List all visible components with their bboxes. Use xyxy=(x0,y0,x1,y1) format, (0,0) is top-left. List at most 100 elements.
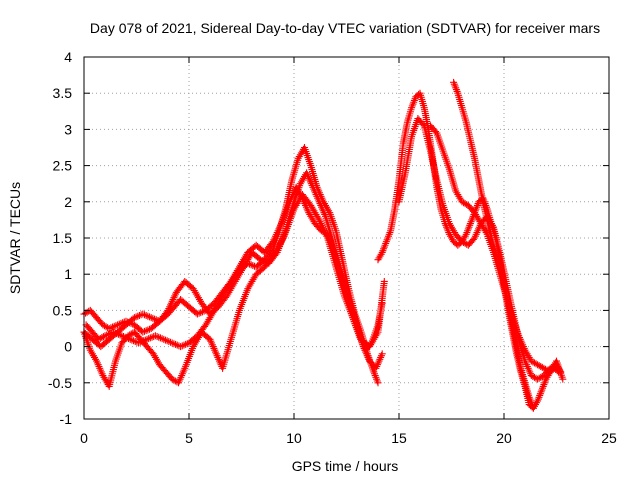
data-point-marker xyxy=(128,336,136,344)
data-point-marker xyxy=(104,330,112,338)
y-tick-label: 1 xyxy=(64,266,72,282)
data-point-marker xyxy=(156,334,164,342)
x-tick-label: 20 xyxy=(496,430,512,446)
data-point-marker xyxy=(140,327,148,335)
data-point-marker xyxy=(111,329,119,337)
data-point-marker xyxy=(193,310,201,318)
data-point-marker xyxy=(134,312,142,320)
data-point-marker xyxy=(99,333,107,341)
grid xyxy=(84,57,609,419)
data-point-marker xyxy=(178,342,186,350)
data-point-marker xyxy=(118,332,126,340)
x-tick-label: 0 xyxy=(80,430,88,446)
data-point-marker xyxy=(256,256,264,264)
data-point-marker xyxy=(146,334,154,342)
data-point-marker xyxy=(143,335,151,343)
y-tick-label: 0 xyxy=(64,339,72,355)
series-trace-d xyxy=(80,191,388,390)
data-point-marker xyxy=(144,326,152,334)
data-point-marker xyxy=(380,277,388,285)
y-tick-label: 1.5 xyxy=(53,230,73,246)
data-point-marker xyxy=(130,337,138,345)
data-point-marker xyxy=(170,340,178,348)
x-tick-label: 15 xyxy=(391,430,407,446)
data-point-marker xyxy=(247,261,255,269)
data-point-marker xyxy=(180,341,188,349)
data-point-marker xyxy=(177,343,185,351)
data-point-marker xyxy=(197,309,205,317)
data-point-marker xyxy=(114,321,122,329)
data-point-marker xyxy=(130,314,138,322)
data-point-marker xyxy=(114,330,122,338)
data-point-marker xyxy=(378,350,386,358)
data-point-marker xyxy=(537,373,545,381)
data-point-marker xyxy=(163,337,171,345)
data-point-marker xyxy=(149,314,157,322)
data-point-marker xyxy=(148,333,156,341)
data-point-marker xyxy=(529,404,537,412)
x-tick-label: 10 xyxy=(286,430,302,446)
data-point-marker xyxy=(530,373,538,381)
data-point-marker xyxy=(101,332,109,340)
data-point-marker xyxy=(151,332,159,340)
data-point-marker xyxy=(107,324,115,332)
data-point-marker xyxy=(559,375,567,383)
data-point-marker xyxy=(461,200,469,208)
y-tick-label: 3 xyxy=(64,121,72,137)
x-axis-label: GPS time / hours xyxy=(292,458,399,474)
data-point-marker xyxy=(139,328,147,336)
data-point-marker xyxy=(182,340,190,348)
data-point-marker xyxy=(115,320,123,328)
data-point-marker xyxy=(103,331,111,339)
data-point-marker xyxy=(419,120,427,128)
data-point-marker xyxy=(168,339,176,347)
data-point-marker xyxy=(144,312,152,320)
x-tick-label: 5 xyxy=(185,430,193,446)
data-series xyxy=(80,78,567,412)
data-point-marker xyxy=(106,330,114,338)
data-point-marker xyxy=(158,335,166,343)
data-point-marker xyxy=(161,336,169,344)
series-line xyxy=(83,193,385,388)
data-point-marker xyxy=(132,313,140,321)
data-point-marker xyxy=(198,308,206,316)
series-line xyxy=(398,117,562,380)
data-point-marker xyxy=(165,338,173,346)
chart-title: Day 078 of 2021, Sidereal Day-to-day VTE… xyxy=(90,20,600,36)
data-point-marker xyxy=(112,322,120,330)
data-point-marker xyxy=(109,328,117,336)
data-point-marker xyxy=(109,323,117,331)
data-point-marker xyxy=(151,315,159,323)
data-point-marker xyxy=(139,310,147,318)
series-trace-f xyxy=(395,115,565,383)
axis-ticks: 0 5 10 15 20 25 -1 -0.5 0 0.5 1 1.5 2 2.5 3 3.5 4 xyxy=(48,49,617,446)
data-point-marker xyxy=(117,319,125,327)
data-point-marker xyxy=(147,314,155,322)
data-point-marker xyxy=(160,335,168,343)
data-point-marker xyxy=(135,311,143,319)
data-point-marker xyxy=(374,379,382,387)
data-point-marker xyxy=(140,311,148,319)
y-axis-label: SDTVAR / TECUs xyxy=(7,182,23,294)
y-tick-label: 2.5 xyxy=(53,158,73,174)
y-tick-label: -0.5 xyxy=(48,375,72,391)
y-tick-label: 3.5 xyxy=(53,85,73,101)
data-point-marker xyxy=(258,256,266,264)
data-point-marker xyxy=(105,325,113,332)
data-point-marker xyxy=(131,338,139,346)
data-point-marker xyxy=(173,341,181,349)
y-tick-label: 2 xyxy=(64,194,72,210)
data-point-marker xyxy=(145,335,153,343)
data-point-marker xyxy=(113,330,121,338)
y-tick-label: 4 xyxy=(64,49,72,65)
series-trace-h xyxy=(450,78,537,412)
data-point-marker xyxy=(116,331,124,339)
y-tick-label: -1 xyxy=(60,411,73,427)
data-point-marker xyxy=(146,313,154,321)
data-point-marker xyxy=(142,327,150,335)
data-point-marker xyxy=(167,338,175,346)
data-point-marker xyxy=(102,323,110,331)
data-point-marker xyxy=(153,332,161,340)
data-point-marker xyxy=(110,322,118,330)
y-tick-label: 0.5 xyxy=(53,302,73,318)
